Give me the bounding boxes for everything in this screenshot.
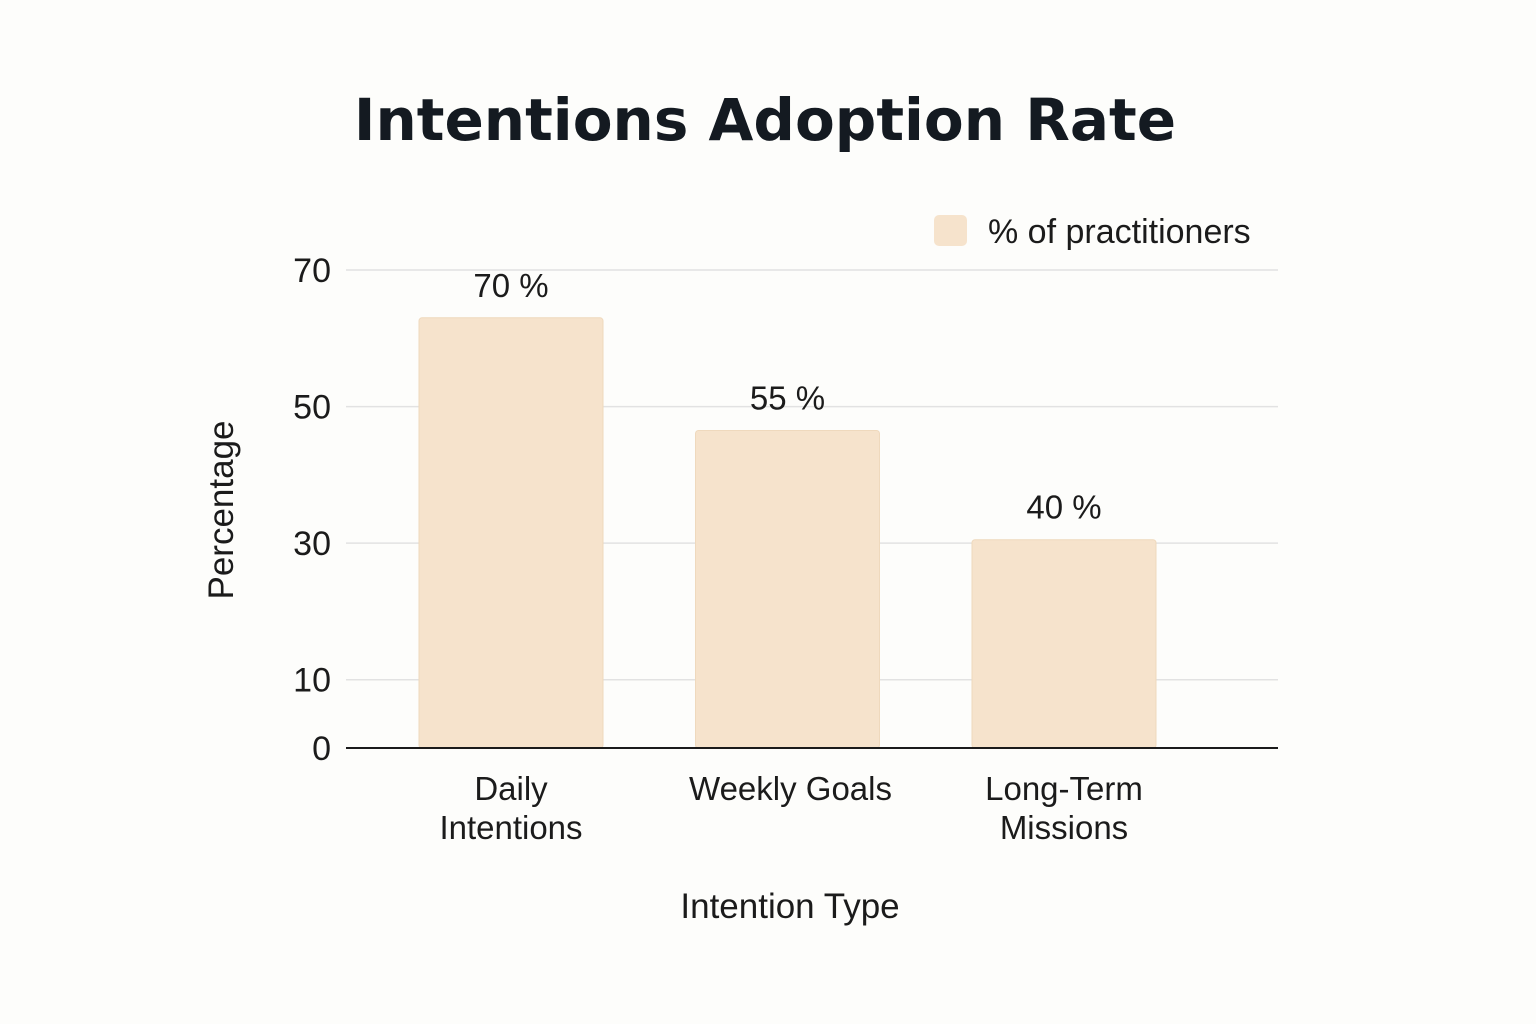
data-label: 55 % (750, 379, 825, 416)
x-tick-label: Missions (1000, 809, 1128, 846)
x-tick-label: Long-Term (985, 770, 1143, 807)
legend-label: % of practitioners (988, 213, 1251, 251)
legend-swatch (934, 215, 967, 246)
y-tick-label: 50 (293, 389, 331, 427)
legend: % of practitioners (934, 213, 1251, 251)
x-axis-title: Intention Type (680, 887, 899, 926)
x-tick-label: Intentions (439, 809, 582, 846)
data-label: 70 % (473, 267, 548, 304)
y-tick-label: 30 (293, 525, 331, 563)
bar-1 (695, 429, 880, 749)
y-axis-title: Percentage (202, 420, 241, 599)
bar-0 (418, 317, 604, 749)
x-tick-label: Daily (474, 770, 548, 807)
bar-2 (971, 539, 1157, 749)
x-tick-label: Weekly Goals (689, 770, 892, 807)
y-tick-label: 70 (293, 252, 331, 290)
y-tick-label: 10 (293, 662, 331, 700)
chart-title: Intentions Adoption Rate (354, 86, 1176, 154)
bars (418, 317, 1157, 749)
y-tick-label: 0 (312, 730, 331, 768)
data-label: 40 % (1026, 489, 1101, 526)
data-labels: 70 % 55 % 40 % (473, 267, 1101, 526)
y-axis-ticks: 0 10 30 50 70 (293, 252, 331, 768)
